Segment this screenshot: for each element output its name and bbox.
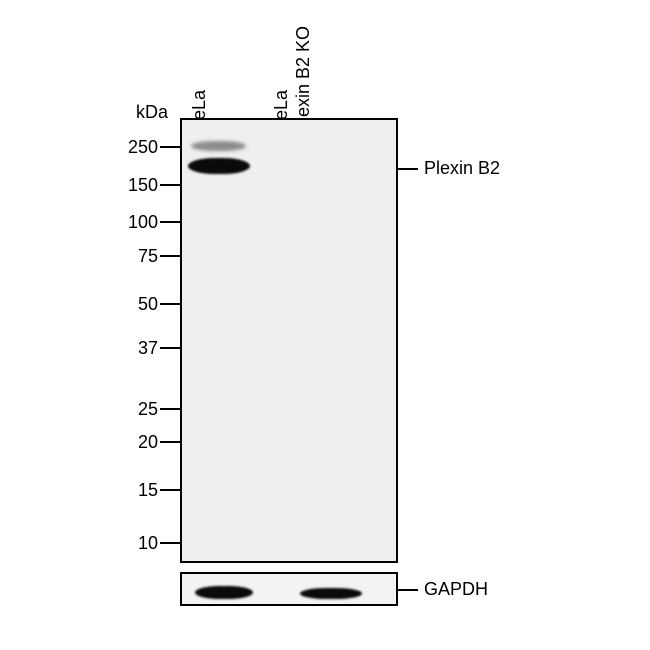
marker-row: 25 — [118, 402, 180, 416]
marker-tick — [160, 303, 180, 305]
marker-value: 100 — [118, 215, 158, 229]
band-gapdh-1 — [300, 588, 362, 599]
marker-tick — [160, 441, 180, 443]
marker-tick — [160, 221, 180, 223]
marker-row: 100 — [118, 215, 180, 229]
marker-tick — [160, 489, 180, 491]
marker-row: 37 — [118, 341, 180, 355]
marker-row: 15 — [118, 483, 180, 497]
lane-label-hela-ko-2: Plexin B2 KO — [293, 26, 314, 133]
band-main-1 — [188, 158, 250, 174]
right-label-text: Plexin B2 — [424, 158, 500, 179]
marker-tick — [160, 542, 180, 544]
marker-row: 50 — [118, 297, 180, 311]
main-blot-membrane — [180, 118, 398, 563]
membrane-noise — [182, 120, 396, 561]
marker-row: 20 — [118, 435, 180, 449]
right-label-tick — [398, 168, 418, 170]
marker-tick — [160, 255, 180, 257]
kda-unit-label: kDa — [136, 102, 168, 123]
marker-value: 150 — [118, 178, 158, 192]
marker-value: 37 — [118, 341, 158, 355]
marker-value: 20 — [118, 435, 158, 449]
marker-value: 75 — [118, 249, 158, 263]
band-gapdh-0 — [195, 586, 253, 599]
marker-tick — [160, 347, 180, 349]
marker-row: 250 — [118, 140, 180, 154]
marker-row: 75 — [118, 249, 180, 263]
marker-value: 25 — [118, 402, 158, 416]
marker-value: 10 — [118, 536, 158, 550]
right-label-tick — [398, 589, 418, 591]
right-label: Plexin B2 — [398, 158, 500, 179]
marker-tick — [160, 146, 180, 148]
right-label-text: GAPDH — [424, 579, 488, 600]
marker-value: 15 — [118, 483, 158, 497]
marker-tick — [160, 408, 180, 410]
band-main-0 — [191, 141, 246, 151]
marker-value: 250 — [118, 140, 158, 154]
marker-row: 150 — [118, 178, 180, 192]
right-label: GAPDH — [398, 579, 488, 600]
marker-tick — [160, 184, 180, 186]
marker-value: 50 — [118, 297, 158, 311]
marker-row: 10 — [118, 536, 180, 550]
western-blot-figure: kDa HeLa HeLa Plexin B2 KO 2501501007550… — [0, 0, 650, 650]
